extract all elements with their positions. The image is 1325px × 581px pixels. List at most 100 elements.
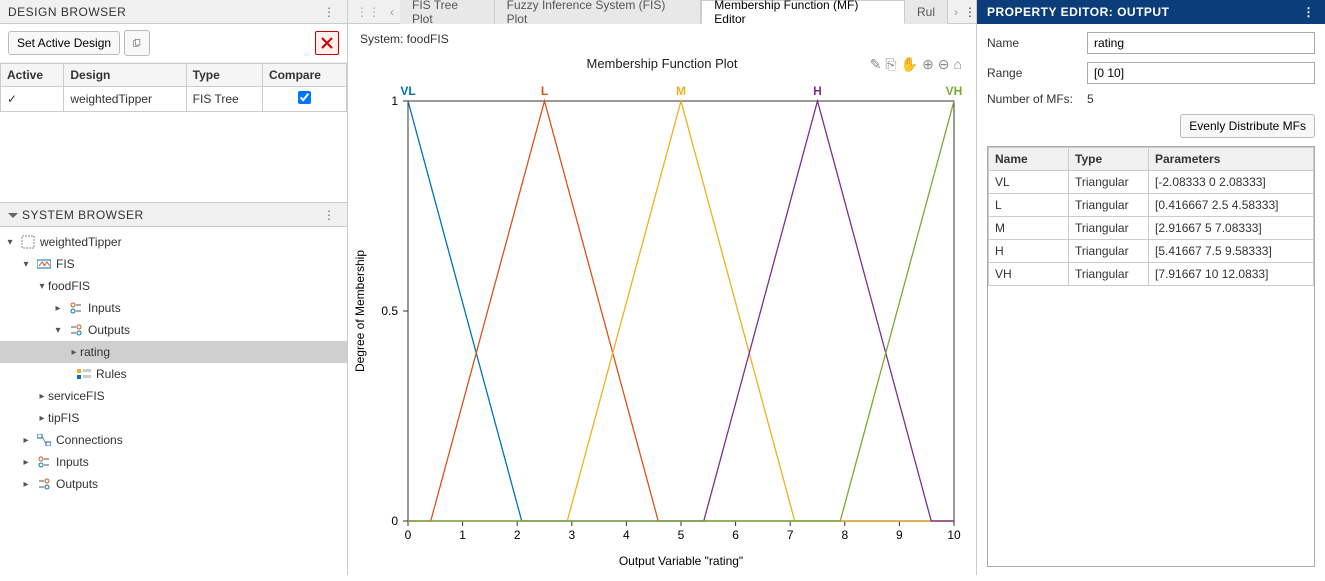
zoom-out-icon[interactable]: ⊖ bbox=[938, 56, 950, 73]
svg-text:L: L bbox=[541, 84, 548, 98]
expand-icon[interactable]: ▾ bbox=[36, 281, 48, 292]
tab[interactable]: FIS Tree Plot bbox=[400, 0, 495, 24]
expand-icon[interactable]: ▾ bbox=[52, 325, 64, 336]
expand-icon[interactable]: ▸ bbox=[36, 391, 48, 402]
mf-params-cell: [-2.08333 0 2.08333] bbox=[1149, 171, 1314, 194]
tree-label: Rules bbox=[96, 367, 127, 381]
inputs-icon bbox=[68, 300, 84, 316]
tab[interactable]: Rul bbox=[905, 0, 948, 24]
mf-name-cell: H bbox=[989, 240, 1069, 263]
tree-rules[interactable]: ▸ Rules bbox=[0, 363, 347, 385]
svg-text:VH: VH bbox=[946, 84, 963, 98]
property-editor-menu-icon[interactable]: ⋮ bbox=[1303, 5, 1316, 19]
active-cell: ✓ bbox=[1, 87, 64, 112]
tab-prev-button[interactable]: ‹ bbox=[384, 5, 400, 19]
mf-col-name: Name bbox=[989, 148, 1069, 171]
expand-icon[interactable]: ▸ bbox=[20, 457, 32, 468]
tabs-menu-icon[interactable]: ⋮ bbox=[964, 5, 976, 19]
tab-next-button[interactable]: › bbox=[948, 5, 964, 19]
mf-row[interactable]: L Triangular [0.416667 2.5 4.58333] bbox=[989, 194, 1314, 217]
mf-row[interactable]: VL Triangular [-2.08333 0 2.08333] bbox=[989, 171, 1314, 194]
tab[interactable]: Fuzzy Inference System (FIS) Plot bbox=[495, 0, 702, 24]
range-input[interactable] bbox=[1087, 62, 1315, 84]
svg-text:2: 2 bbox=[514, 528, 521, 542]
tree-tipfis[interactable]: ▸ tipFIS bbox=[0, 407, 347, 429]
tree-label: tipFIS bbox=[48, 411, 79, 425]
design-browser-menu-icon[interactable]: ⋮ bbox=[319, 5, 339, 19]
collapse-icon[interactable] bbox=[8, 213, 18, 218]
delete-design-button[interactable] bbox=[315, 31, 339, 55]
compare-checkbox[interactable] bbox=[298, 91, 311, 104]
tree-root[interactable]: ▾ weightedTipper bbox=[0, 231, 347, 253]
tree-top-inputs[interactable]: ▸ Inputs bbox=[0, 451, 347, 473]
expand-icon[interactable]: ▸ bbox=[68, 347, 80, 358]
export-icon[interactable]: ⎘ bbox=[885, 56, 896, 73]
editor-tabs: ⋮⋮ ‹ FIS Tree PlotFuzzy Inference System… bbox=[348, 0, 976, 24]
mf-chart: 01234567891000.51Output Variable "rating… bbox=[348, 71, 968, 581]
tree-label: weightedTipper bbox=[40, 235, 122, 249]
system-label: System: foodFIS bbox=[348, 24, 976, 54]
svg-text:5: 5 bbox=[678, 528, 685, 542]
tree-outputs[interactable]: ▾ Outputs bbox=[0, 319, 347, 341]
pan-icon[interactable]: ✋ bbox=[901, 56, 918, 73]
svg-text:7: 7 bbox=[787, 528, 794, 542]
set-active-design-button[interactable]: Set Active Design bbox=[8, 31, 120, 55]
svg-text:M: M bbox=[676, 84, 686, 98]
svg-text:VL: VL bbox=[400, 84, 415, 98]
tree-servicefis[interactable]: ▸ serviceFIS bbox=[0, 385, 347, 407]
inputs-icon bbox=[36, 454, 52, 470]
mf-row[interactable]: M Triangular [2.91667 5 7.08333] bbox=[989, 217, 1314, 240]
mf-type-cell: Triangular bbox=[1069, 263, 1149, 286]
tree-inputs[interactable]: ▸ Inputs bbox=[0, 297, 347, 319]
expand-icon[interactable]: ▾ bbox=[4, 237, 16, 248]
name-input[interactable] bbox=[1087, 32, 1315, 54]
tree-rating[interactable]: ▸ rating bbox=[0, 341, 347, 363]
name-label: Name bbox=[987, 36, 1087, 50]
outputs-icon bbox=[36, 476, 52, 492]
col-compare: Compare bbox=[262, 64, 346, 87]
tree-connections[interactable]: ▸ Connections bbox=[0, 429, 347, 451]
tree-top-outputs[interactable]: ▸ Outputs bbox=[0, 473, 347, 495]
svg-text:0: 0 bbox=[391, 514, 398, 528]
mf-name-cell: M bbox=[989, 217, 1069, 240]
system-browser-header: SYSTEM BROWSER ⋮ bbox=[0, 203, 347, 227]
design-browser-header: DESIGN BROWSER ⋮ bbox=[0, 0, 347, 24]
mf-params-cell: [5.41667 7.5 9.58333] bbox=[1149, 240, 1314, 263]
design-browser-title: DESIGN BROWSER bbox=[8, 5, 126, 19]
close-icon bbox=[321, 37, 333, 49]
expand-icon[interactable]: ▸ bbox=[52, 303, 64, 314]
tree-fis-group[interactable]: ▾ FIS bbox=[0, 253, 347, 275]
svg-text:Output Variable "rating": Output Variable "rating" bbox=[619, 554, 743, 568]
distribute-mfs-button[interactable]: Evenly Distribute MFs bbox=[1180, 114, 1315, 138]
drag-handle-icon[interactable]: ⋮⋮ bbox=[352, 5, 384, 19]
tab[interactable]: Membership Function (MF) Editor bbox=[701, 0, 905, 24]
tree-foodfis[interactable]: ▾ foodFIS bbox=[0, 275, 347, 297]
zoom-in-icon[interactable]: ⊕ bbox=[922, 56, 934, 73]
mf-row[interactable]: H Triangular [5.41667 7.5 9.58333] bbox=[989, 240, 1314, 263]
tree-label: Inputs bbox=[88, 301, 121, 315]
mf-row[interactable]: VH Triangular [7.91667 10 12.0833] bbox=[989, 263, 1314, 286]
design-row[interactable]: ✓ weightedTipper FIS Tree bbox=[1, 87, 347, 112]
expand-icon[interactable]: ▾ bbox=[20, 259, 32, 270]
outputs-icon bbox=[68, 322, 84, 338]
home-icon[interactable]: ⌂ bbox=[954, 56, 962, 73]
mf-type-cell: Triangular bbox=[1069, 171, 1149, 194]
expand-icon[interactable]: ▸ bbox=[36, 413, 48, 424]
expand-icon[interactable]: ▸ bbox=[20, 479, 32, 490]
mf-params-cell: [7.91667 10 12.0833] bbox=[1149, 263, 1314, 286]
mf-name-cell: VH bbox=[989, 263, 1069, 286]
brush-icon[interactable]: ✎ bbox=[870, 56, 882, 73]
svg-text:Degree of Membership: Degree of Membership bbox=[353, 250, 367, 372]
design-table: Active Design Type Compare ✓ weightedTip… bbox=[0, 63, 347, 112]
copy-design-button[interactable] bbox=[124, 30, 150, 56]
svg-text:1: 1 bbox=[459, 528, 466, 542]
type-cell: FIS Tree bbox=[186, 87, 262, 112]
mf-params-cell: [0.416667 2.5 4.58333] bbox=[1149, 194, 1314, 217]
system-browser-menu-icon[interactable]: ⋮ bbox=[319, 208, 339, 222]
compare-cell[interactable] bbox=[262, 87, 346, 112]
svg-text:0.5: 0.5 bbox=[381, 304, 398, 318]
expand-icon[interactable]: ▸ bbox=[20, 435, 32, 446]
mf-type-cell: Triangular bbox=[1069, 240, 1149, 263]
svg-text:9: 9 bbox=[896, 528, 903, 542]
system-browser-title: SYSTEM BROWSER bbox=[22, 208, 144, 222]
